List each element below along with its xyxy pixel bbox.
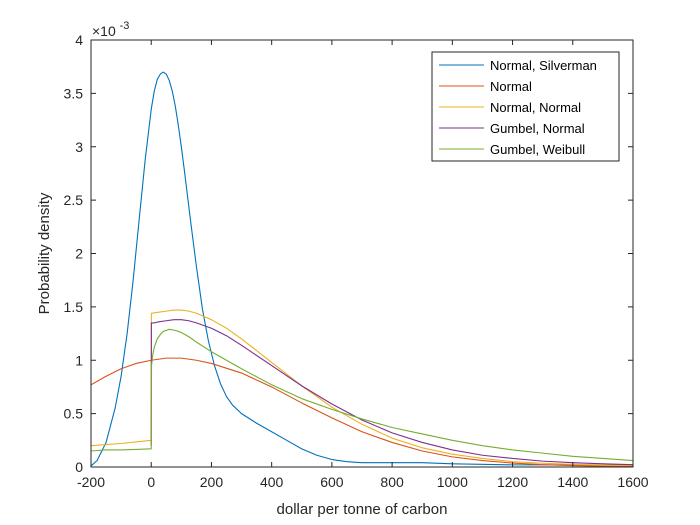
x-tick-label: 1200 xyxy=(497,474,528,490)
y-tick-label: 2 xyxy=(75,246,83,262)
y-tick-label: 0 xyxy=(75,459,83,475)
x-tick-label: -200 xyxy=(77,474,105,490)
legend-label: Normal, Silverman xyxy=(490,58,597,73)
series-line-5 xyxy=(90,328,634,462)
legend-label: Normal, Normal xyxy=(490,100,581,115)
legend-label: Gumbel, Normal xyxy=(490,121,585,136)
x-tick-label: 400 xyxy=(260,474,284,490)
x-tick-label: 1600 xyxy=(617,474,648,490)
series-line-4 xyxy=(150,319,634,466)
series-line-1 xyxy=(90,71,633,467)
y-exponent-power: -3 xyxy=(120,20,130,32)
legend-label: Normal xyxy=(490,79,532,94)
x-tick-label: 1400 xyxy=(557,474,588,490)
x-tick-label: 600 xyxy=(320,474,344,490)
y-exponent-base: ×10 xyxy=(92,23,116,39)
y-tick-label: 3 xyxy=(75,139,83,155)
y-tick-label: 0.5 xyxy=(64,406,84,422)
y-axis-label: Probability density xyxy=(36,192,53,314)
y-tick-label: 1 xyxy=(75,352,83,368)
y-tick-label: 2.5 xyxy=(64,192,84,208)
legend: Normal, Silverman Normal Normal, Normal Gum… xyxy=(431,51,620,162)
y-tick-label: 3.5 xyxy=(64,85,84,101)
y-axis: 0 0.5 1 1.5 2 2.5 3 3.5 4 xyxy=(64,32,633,475)
y-tick-label: 4 xyxy=(75,32,83,48)
x-axis: -200 0 200 400 600 800 1000 1200 1400 1600 xyxy=(77,40,649,490)
x-tick-label: 200 xyxy=(200,474,224,490)
series-layer xyxy=(90,71,634,468)
x-axis-label: dollar per tonne of carbon xyxy=(277,501,448,518)
x-tick-label: 1000 xyxy=(437,474,468,490)
legend-label: Gumbel, Weibull xyxy=(490,142,585,157)
x-tick-label: 800 xyxy=(380,474,404,490)
y-exponent-label: ×10 -3 xyxy=(92,20,129,39)
y-tick-label: 1.5 xyxy=(64,299,84,315)
series-line-2 xyxy=(90,357,634,468)
x-tick-label: 0 xyxy=(147,474,155,490)
